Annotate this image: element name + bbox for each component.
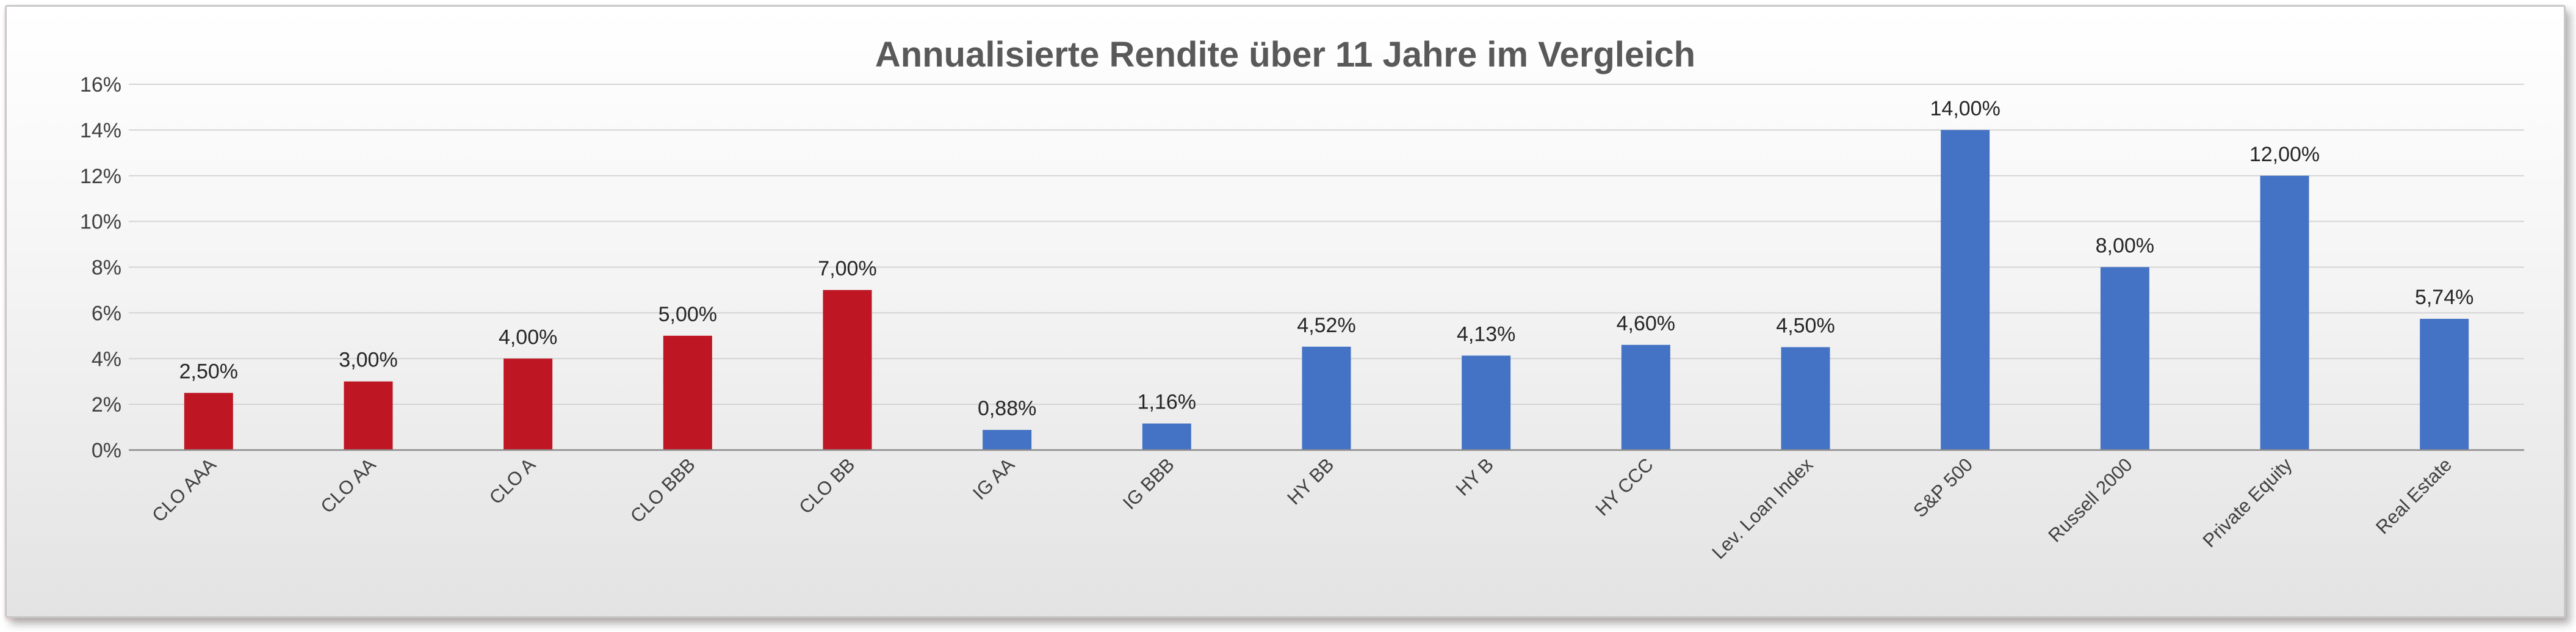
x-tick-label: HY B	[1452, 454, 1498, 500]
data-label: 1,16%	[1138, 391, 1196, 414]
x-tick-label: CLO AAA	[148, 454, 220, 526]
y-tick-label: 14%	[80, 119, 121, 142]
data-label: 12,00%	[2249, 143, 2320, 166]
data-label: 2,50%	[179, 360, 238, 383]
chart-area: Annualisierte Rendite über 11 Jahre im V…	[5, 5, 2566, 618]
bar	[1621, 344, 1670, 450]
bar	[2420, 319, 2469, 450]
y-tick-label: 16%	[80, 73, 121, 96]
bar	[823, 289, 872, 450]
bar	[1462, 355, 1511, 450]
y-axis-ticks: 0% 2% 4% 6% 8% 10% 12% 14% 16%	[80, 73, 121, 462]
bar	[184, 393, 233, 450]
bar	[1781, 347, 1830, 450]
y-tick-label: 2%	[92, 393, 121, 416]
x-tick-label: CLO AA	[317, 454, 380, 517]
data-label: 0,88%	[978, 397, 1036, 420]
data-label: 4,50%	[1776, 314, 1835, 338]
chart-title: Annualisierte Rendite über 11 Jahre im V…	[875, 35, 1695, 74]
bar	[663, 335, 712, 450]
x-tick-label: Real Estate	[2372, 454, 2456, 538]
x-tick-label: Russell 2000	[2044, 454, 2136, 546]
x-tick-label: HY CCC	[1591, 454, 1657, 520]
bar-chart: Annualisierte Rendite über 11 Jahre im V…	[80, 35, 2524, 563]
bar	[1941, 129, 1990, 450]
bar	[1142, 423, 1191, 450]
data-label: 4,00%	[499, 325, 557, 349]
bar	[2260, 175, 2309, 450]
data-label: 7,00%	[818, 257, 876, 280]
y-tick-label: 10%	[80, 211, 121, 234]
bar	[503, 358, 553, 450]
data-label: 4,13%	[1457, 322, 1515, 346]
data-label: 5,74%	[2415, 286, 2473, 309]
data-label: 3,00%	[339, 349, 397, 372]
data-labels: 2,50% 3,00% 4,00% 5,00% 7,00% 0,88% 1,16% 4,52%…	[179, 97, 2474, 420]
x-tick-label: CLO BB	[795, 454, 859, 518]
y-tick-label: 4%	[92, 347, 121, 371]
bar	[983, 430, 1032, 450]
bar	[1302, 346, 1351, 450]
x-axis-ticks: CLO AAA CLO AA CLO A CLO BBB CLO BB IG AA IG B…	[148, 454, 2456, 563]
bar	[2100, 267, 2149, 450]
bars	[184, 129, 2469, 450]
x-tick-label: IG BBB	[1119, 454, 1178, 514]
x-tick-label: S&P 500	[1909, 454, 1977, 521]
data-label: 5,00%	[658, 303, 717, 326]
x-tick-label: Private Equity	[2198, 454, 2296, 551]
y-tick-label: 0%	[92, 439, 121, 462]
x-tick-label: CLO BBB	[626, 454, 699, 527]
data-label: 4,52%	[1297, 314, 1355, 337]
data-label: 4,60%	[1617, 312, 1675, 335]
x-tick-label: Lev. Loan Index	[1708, 454, 1817, 563]
x-tick-label: CLO A	[485, 454, 540, 509]
bar	[344, 381, 393, 450]
x-tick-label: HY BB	[1283, 454, 1338, 509]
data-label: 14,00%	[1930, 97, 2001, 120]
x-tick-label: IG AA	[969, 454, 1019, 504]
y-tick-label: 6%	[92, 302, 121, 325]
data-label: 8,00%	[2096, 234, 2154, 258]
y-tick-label: 12%	[80, 165, 121, 188]
y-tick-label: 8%	[92, 256, 121, 280]
